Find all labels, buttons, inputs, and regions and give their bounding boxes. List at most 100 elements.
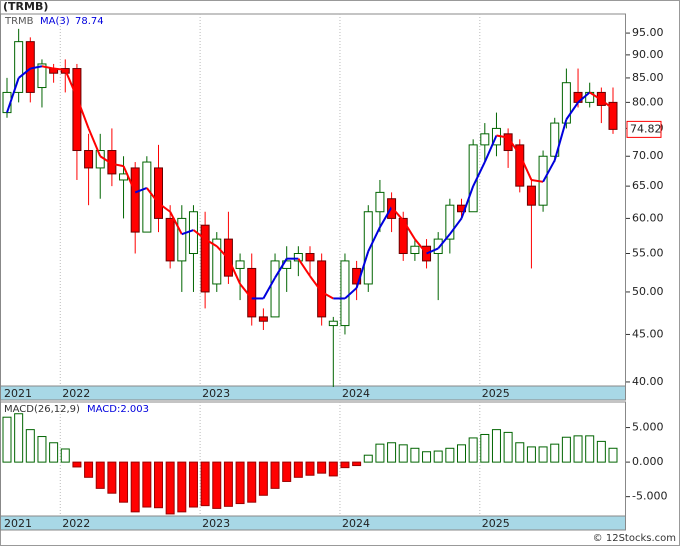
candle-body — [270, 260, 280, 318]
ma-segment — [379, 206, 393, 228]
macd-bar — [387, 442, 397, 463]
ma-segment — [53, 67, 66, 71]
macd-bar — [49, 442, 59, 463]
candle-body — [410, 245, 420, 255]
macd-bar — [130, 461, 140, 513]
ma-segment — [122, 165, 137, 193]
candle-body — [480, 133, 490, 146]
macd-bar — [188, 461, 198, 508]
chart-title: (TRMB) — [3, 0, 48, 13]
ma-segment — [239, 283, 253, 300]
x-tick-label: 2023 — [202, 517, 230, 530]
x-tick-label: 2025 — [482, 387, 510, 400]
candle-body — [154, 167, 163, 219]
candle-body — [200, 224, 210, 293]
candle-body — [37, 63, 47, 89]
macd-bar — [352, 461, 362, 467]
candle-body — [177, 217, 187, 262]
y-tick-label: 70.00 — [632, 149, 664, 162]
macd-bar — [480, 433, 490, 463]
macd-bar — [317, 461, 327, 474]
ma-segment — [134, 187, 148, 194]
ma-segment — [414, 238, 428, 255]
y-tick-label: 0.000 — [632, 455, 664, 468]
ma-segment — [30, 65, 43, 70]
ma-segment — [111, 162, 124, 168]
ma-segment — [41, 65, 54, 70]
macd-bar — [596, 440, 606, 463]
y-tick-label: 95.00 — [632, 26, 664, 39]
candle-body — [293, 253, 303, 262]
candle-body — [608, 101, 618, 130]
macd-bar — [84, 461, 94, 478]
ma-segment — [321, 291, 334, 300]
ma-segment — [496, 134, 509, 139]
ma-segment — [204, 238, 218, 248]
macd-bar — [503, 431, 513, 463]
ma-segment — [18, 67, 31, 79]
x-tick-label: 2024 — [342, 517, 370, 530]
x-tick-label: 2025 — [482, 517, 510, 530]
candle-body — [305, 253, 315, 262]
macd-bar — [538, 446, 548, 463]
x-tick-label: 2022 — [62, 517, 90, 530]
macd-bar — [14, 413, 24, 463]
macd-bar — [375, 443, 385, 463]
macd-bar — [223, 461, 233, 507]
y-tick-label: 90.00 — [632, 48, 664, 61]
ma-segment — [402, 219, 416, 240]
ma-segment — [87, 128, 102, 157]
macd-bar — [573, 435, 583, 463]
candle-body — [398, 217, 408, 255]
macd-bar — [60, 448, 70, 463]
ma-segment — [367, 226, 381, 252]
y-tick-label: 50.00 — [632, 285, 664, 298]
macd-bar — [72, 461, 82, 468]
ma-segment — [192, 229, 206, 240]
x-tick-label: 2021 — [4, 387, 32, 400]
ma-segment — [64, 69, 78, 98]
macd-bar — [95, 461, 105, 489]
ma-segment — [216, 245, 230, 260]
x-tick-label: 2024 — [342, 387, 370, 400]
x-tick-label: 2021 — [4, 517, 32, 530]
ma-segment — [75, 97, 90, 129]
ma-segment — [600, 99, 614, 110]
macd-bar — [235, 461, 245, 505]
macd-bar — [282, 461, 292, 482]
macd-bar — [550, 443, 560, 463]
candle-body — [375, 191, 385, 213]
last-price-label: 74.82 — [630, 122, 662, 135]
y-tick-label: 45.00 — [632, 327, 664, 340]
macd-bar — [422, 451, 432, 463]
ma-segment — [297, 258, 311, 277]
candle-body — [526, 185, 536, 206]
ma-segment — [449, 217, 463, 235]
ma-segment — [460, 185, 475, 219]
ma-segment — [262, 277, 276, 299]
candle-body — [328, 320, 338, 327]
macd-bar — [363, 454, 373, 463]
macd-bar — [526, 446, 536, 463]
macd-bar — [433, 450, 443, 463]
candle-body — [445, 204, 455, 240]
ma-segment — [99, 155, 113, 165]
macd-bar — [165, 461, 175, 515]
ma-segment — [577, 91, 591, 104]
macd-bar — [608, 447, 618, 463]
ma-segment — [309, 275, 323, 293]
macd-bar — [258, 461, 268, 496]
y-tick-label: -5.000 — [632, 490, 667, 503]
y-tick-label: 80.00 — [632, 95, 664, 108]
candle-body — [363, 211, 373, 285]
ma-segment — [274, 258, 288, 279]
candle-body — [142, 161, 152, 233]
y-tick-label: 55.00 — [632, 247, 664, 260]
candle-body — [130, 167, 140, 233]
macd-bar — [212, 461, 222, 509]
ma-segment — [181, 229, 194, 236]
legend-ma-value: 78.74 — [75, 16, 104, 27]
watermark: © 12Stocks.com — [593, 533, 676, 544]
ma-segment — [437, 233, 451, 250]
macd-bar — [491, 429, 501, 463]
